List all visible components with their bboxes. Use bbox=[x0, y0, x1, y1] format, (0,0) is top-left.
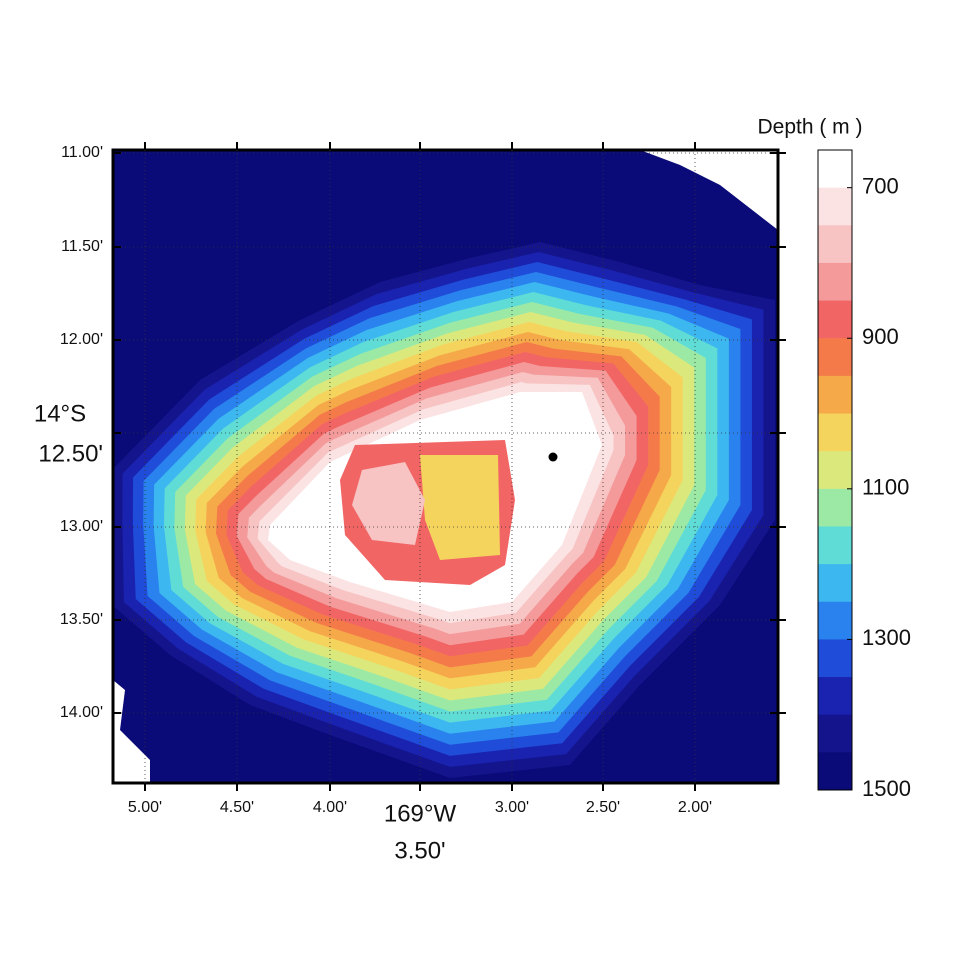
y-tick-label: 14.00' bbox=[60, 704, 103, 721]
colorbar-band bbox=[818, 714, 852, 753]
colorbar-band bbox=[818, 639, 852, 678]
no-data bbox=[113, 680, 150, 783]
colorbar-band bbox=[818, 338, 852, 377]
x-tick-label: 2.50' bbox=[586, 799, 620, 816]
colorbar-band bbox=[818, 488, 852, 527]
colorbar-band bbox=[818, 451, 852, 490]
colorbar-title: Depth ( m ) bbox=[757, 116, 862, 139]
no-data bbox=[640, 150, 778, 230]
x-tick-label: 3.00' bbox=[495, 799, 529, 816]
y-tick-label: 11.50' bbox=[61, 238, 103, 255]
colorbar-frame bbox=[817, 149, 853, 791]
y-tick-label: 11.00' bbox=[61, 144, 103, 161]
colorbar-tick-label: 1100 bbox=[862, 475, 909, 500]
colorbar-tick-label: 900 bbox=[862, 324, 899, 349]
colorbar-band bbox=[818, 225, 852, 264]
y-tick-label: 13.50' bbox=[60, 611, 103, 628]
colorbar-band bbox=[818, 187, 852, 226]
colorbar-tick-label: 1500 bbox=[862, 776, 911, 801]
colorbar-band bbox=[818, 262, 852, 302]
x-tick-label: 3.50' bbox=[394, 837, 445, 864]
colorbar-band bbox=[818, 413, 852, 452]
y-tick-label: 13.00' bbox=[60, 518, 103, 535]
frame bbox=[111, 148, 780, 785]
x-tick-label: 5.00' bbox=[128, 799, 162, 816]
colorbar-tick-label: 1300 bbox=[862, 625, 911, 650]
x-tick-label: 4.50' bbox=[220, 799, 254, 816]
bathymetry bbox=[113, 150, 778, 783]
colorbar-band bbox=[818, 375, 852, 415]
y-major-label: 14°S bbox=[34, 400, 86, 427]
caldera-floor bbox=[420, 455, 500, 560]
x-tick-label: 2.00' bbox=[678, 799, 712, 816]
caldera-cone bbox=[352, 462, 425, 545]
colorbar-band bbox=[818, 150, 852, 189]
colorbar-band bbox=[818, 526, 852, 565]
colorbar-band bbox=[818, 564, 852, 603]
station-dot bbox=[548, 452, 558, 462]
colorbar-tick-label: 700 bbox=[862, 173, 899, 198]
colorbar-band bbox=[818, 752, 852, 791]
x-major-label: 169°W bbox=[384, 800, 457, 827]
colorbar-band bbox=[818, 300, 852, 339]
y-tick-label: 12.50' bbox=[38, 440, 103, 467]
colorbar-band bbox=[818, 677, 852, 716]
colorbar-band bbox=[818, 601, 852, 640]
y-tick-label: 12.00' bbox=[60, 331, 103, 348]
x-tick-label: 4.00' bbox=[313, 799, 347, 816]
